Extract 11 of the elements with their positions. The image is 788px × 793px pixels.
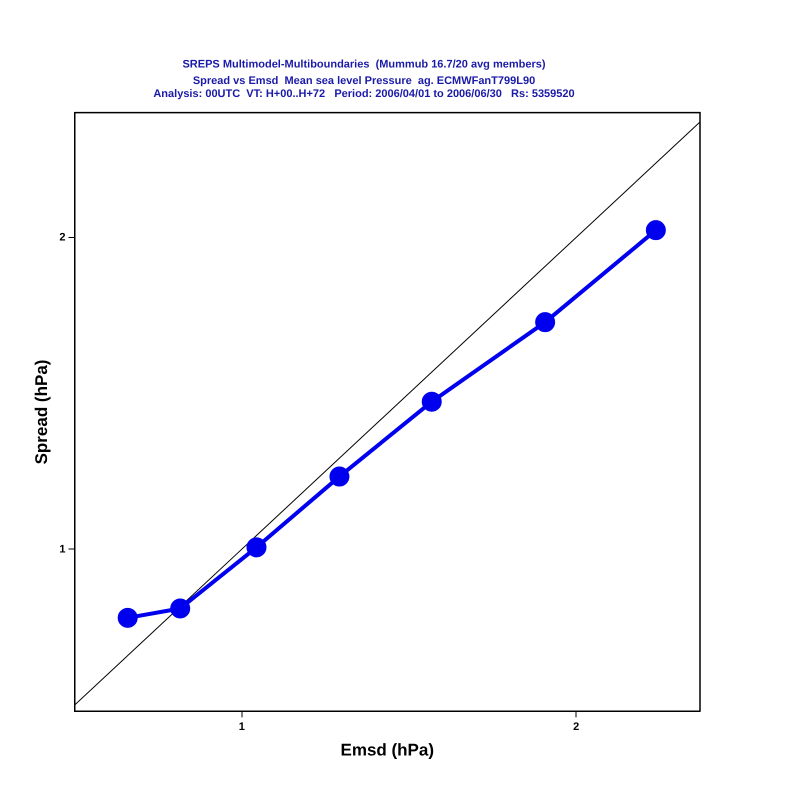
point [246, 537, 266, 558]
y-axis-title: Spread (hPa) [32, 360, 51, 464]
point [170, 598, 190, 618]
chart-subtitle: Spread vs Emsd Mean sea level Pressure ag. ECMWFanT799L90 Analysis: 00UTC VT: H+00..H+72 Period: 2006/04/01 to 2006/06/30 Rs: 5359520 [153, 74, 575, 100]
point [646, 220, 666, 240]
point [118, 608, 138, 628]
point [422, 392, 442, 412]
chart-title: SREPS Multimodel-Multiboundaries (Mummub 16.7/20 avg members) [182, 58, 546, 71]
point [329, 466, 350, 487]
point [535, 312, 556, 332]
x-axis-title: Emsd (hPa) [340, 740, 434, 760]
